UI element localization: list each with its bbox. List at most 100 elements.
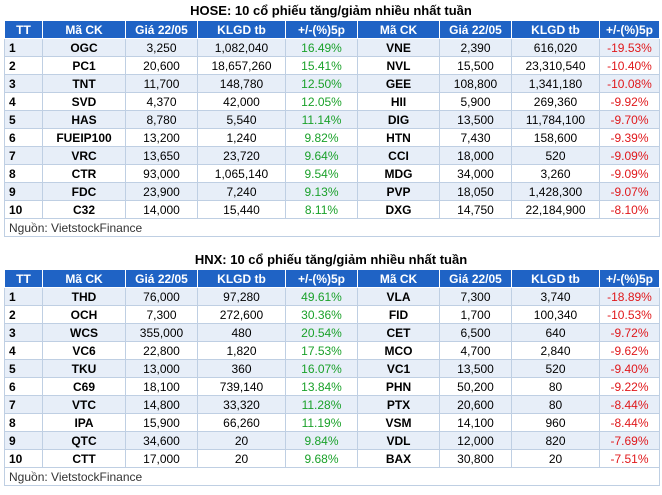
gainer-price: 3,250 [125, 38, 198, 57]
loser-code: PHN [357, 377, 440, 396]
table-row: 1 OGC 3,250 1,082,040 16.49% VNE 2,390 616,020-… [4, 38, 660, 57]
table-row: 8 CTR 93,000 1,065,140 9.54% MDG 34,000 3,260 -9… [4, 164, 660, 183]
table-row: 1 THD 76,000 97,280 49.61% VLA 7,300 3,740 -18.8… [4, 287, 660, 306]
loser-code: CET [357, 323, 440, 342]
header-code: Mã CK [42, 20, 126, 39]
header-change: +/-(%)5p [599, 20, 660, 39]
table-row: 9 QTC 34,600 20 9.84% VDL 12,000 820 -7.69% [4, 431, 660, 450]
header-code: Mã CK [42, 269, 126, 288]
header-price: Giá 22/05 [439, 269, 512, 288]
loser-price: 7,300 [439, 287, 512, 306]
header-change: +/-(%)5p [599, 269, 660, 288]
gainer-code: FDC [42, 182, 126, 201]
row-rank: 9 [4, 431, 43, 450]
row-rank: 4 [4, 341, 43, 360]
gainer-volume: 1,820 [197, 341, 286, 360]
loser-change: -10.08% [599, 74, 660, 93]
gainer-price: 13,200 [125, 128, 198, 147]
gainer-change: 9.54% [285, 164, 358, 183]
row-rank: 6 [4, 128, 43, 147]
hose-source: Nguồn: VietstockFinance [4, 218, 660, 237]
gainer-code: QTC [42, 431, 126, 450]
gainer-volume: 23,720 [197, 146, 286, 165]
row-rank: 8 [4, 413, 43, 432]
hose-title: HOSE: 10 cổ phiếu tăng/giảm nhiều nhất t… [190, 3, 472, 18]
loser-change: -10.40% [599, 56, 660, 75]
loser-code: PTX [357, 395, 440, 414]
gainer-change: 9.13% [285, 182, 358, 201]
loser-volume: 3,260 [511, 164, 600, 183]
loser-volume: 2,840 [511, 341, 600, 360]
gainer-code: VC6 [42, 341, 126, 360]
hose-section: HOSE: 10 cổ phiếu tăng/giảm nhiều nhất t… [0, 0, 662, 237]
header-volume: KLGD tb [197, 269, 286, 288]
loser-price: 5,900 [439, 92, 512, 111]
gainer-code: VRC [42, 146, 126, 165]
gainer-price: 15,900 [125, 413, 198, 432]
gainer-code: C69 [42, 377, 126, 396]
loser-change: -8.10% [599, 200, 660, 219]
table-row: 6 FUEIP100 13,200 1,240 9.82% HTN 7,430 158,600… [4, 128, 660, 147]
header-volume: KLGD tb [511, 20, 600, 39]
loser-change: -7.51% [599, 449, 660, 468]
loser-code: CCI [357, 146, 440, 165]
gainer-volume: 33,320 [197, 395, 286, 414]
gainer-volume: 97,280 [197, 287, 286, 306]
loser-price: 12,000 [439, 431, 512, 450]
gainer-volume: 1,240 [197, 128, 286, 147]
gainer-price: 11,700 [125, 74, 198, 93]
loser-change: -9.72% [599, 323, 660, 342]
loser-code: GEE [357, 74, 440, 93]
gainer-price: 20,600 [125, 56, 198, 75]
gainer-price: 34,600 [125, 431, 198, 450]
loser-change: -9.40% [599, 359, 660, 378]
loser-price: 7,430 [439, 128, 512, 147]
loser-code: MDG [357, 164, 440, 183]
gainer-code: VTC [42, 395, 126, 414]
loser-price: 50,200 [439, 377, 512, 396]
gainer-volume: 15,440 [197, 200, 286, 219]
gainer-code: C32 [42, 200, 126, 219]
header-tt: TT [4, 269, 43, 288]
gainer-price: 22,800 [125, 341, 198, 360]
gainer-price: 7,300 [125, 305, 198, 324]
gainer-change: 20.54% [285, 323, 358, 342]
gainer-volume: 7,240 [197, 182, 286, 201]
gainer-code: WCS [42, 323, 126, 342]
loser-change: -19.53% [599, 38, 660, 57]
gainer-price: 4,370 [125, 92, 198, 111]
hnx-title: HNX: 10 cổ phiếu tăng/giảm nhiều nhất tu… [194, 252, 468, 267]
gainer-price: 13,650 [125, 146, 198, 165]
loser-code: MCO [357, 341, 440, 360]
loser-price: 30,800 [439, 449, 512, 468]
table-row: 4 SVD 4,370 42,000 12.05% HII 5,900 269,360 -9.9… [4, 92, 660, 111]
gainer-change: 9.84% [285, 431, 358, 450]
gainer-change: 17.53% [285, 341, 358, 360]
gainer-volume: 739,140 [197, 377, 286, 396]
loser-price: 18,000 [439, 146, 512, 165]
table-row: 10 C32 14,000 15,440 8.11% DXG 14,750 22,184,90… [4, 200, 660, 219]
gainer-volume: 360 [197, 359, 286, 378]
loser-volume: 1,428,300 [511, 182, 600, 201]
gainer-change: 9.82% [285, 128, 358, 147]
gainer-change: 13.84% [285, 377, 358, 396]
loser-volume: 269,360 [511, 92, 600, 111]
loser-price: 4,700 [439, 341, 512, 360]
gainer-change: 8.11% [285, 200, 358, 219]
loser-code: NVL [357, 56, 440, 75]
gainer-code: CTT [42, 449, 126, 468]
gainer-price: 13,000 [125, 359, 198, 378]
gainer-change: 9.68% [285, 449, 358, 468]
loser-code: PVP [357, 182, 440, 201]
gainer-volume: 5,540 [197, 110, 286, 129]
gainer-change: 16.49% [285, 38, 358, 57]
loser-volume: 1,341,180 [511, 74, 600, 93]
loser-price: 13,500 [439, 110, 512, 129]
gainer-code: FUEIP100 [42, 128, 126, 147]
loser-volume: 820 [511, 431, 600, 450]
table-row: 7 VTC 14,800 33,320 11.28% PTX 20,600 80 -8.44% [4, 395, 660, 414]
header-volume: KLGD tb [197, 20, 286, 39]
loser-price: 14,750 [439, 200, 512, 219]
gainer-code: SVD [42, 92, 126, 111]
table-row: 3 TNT 11,700 148,780 12.50% GEE 108,800 1,341,1… [4, 74, 660, 93]
